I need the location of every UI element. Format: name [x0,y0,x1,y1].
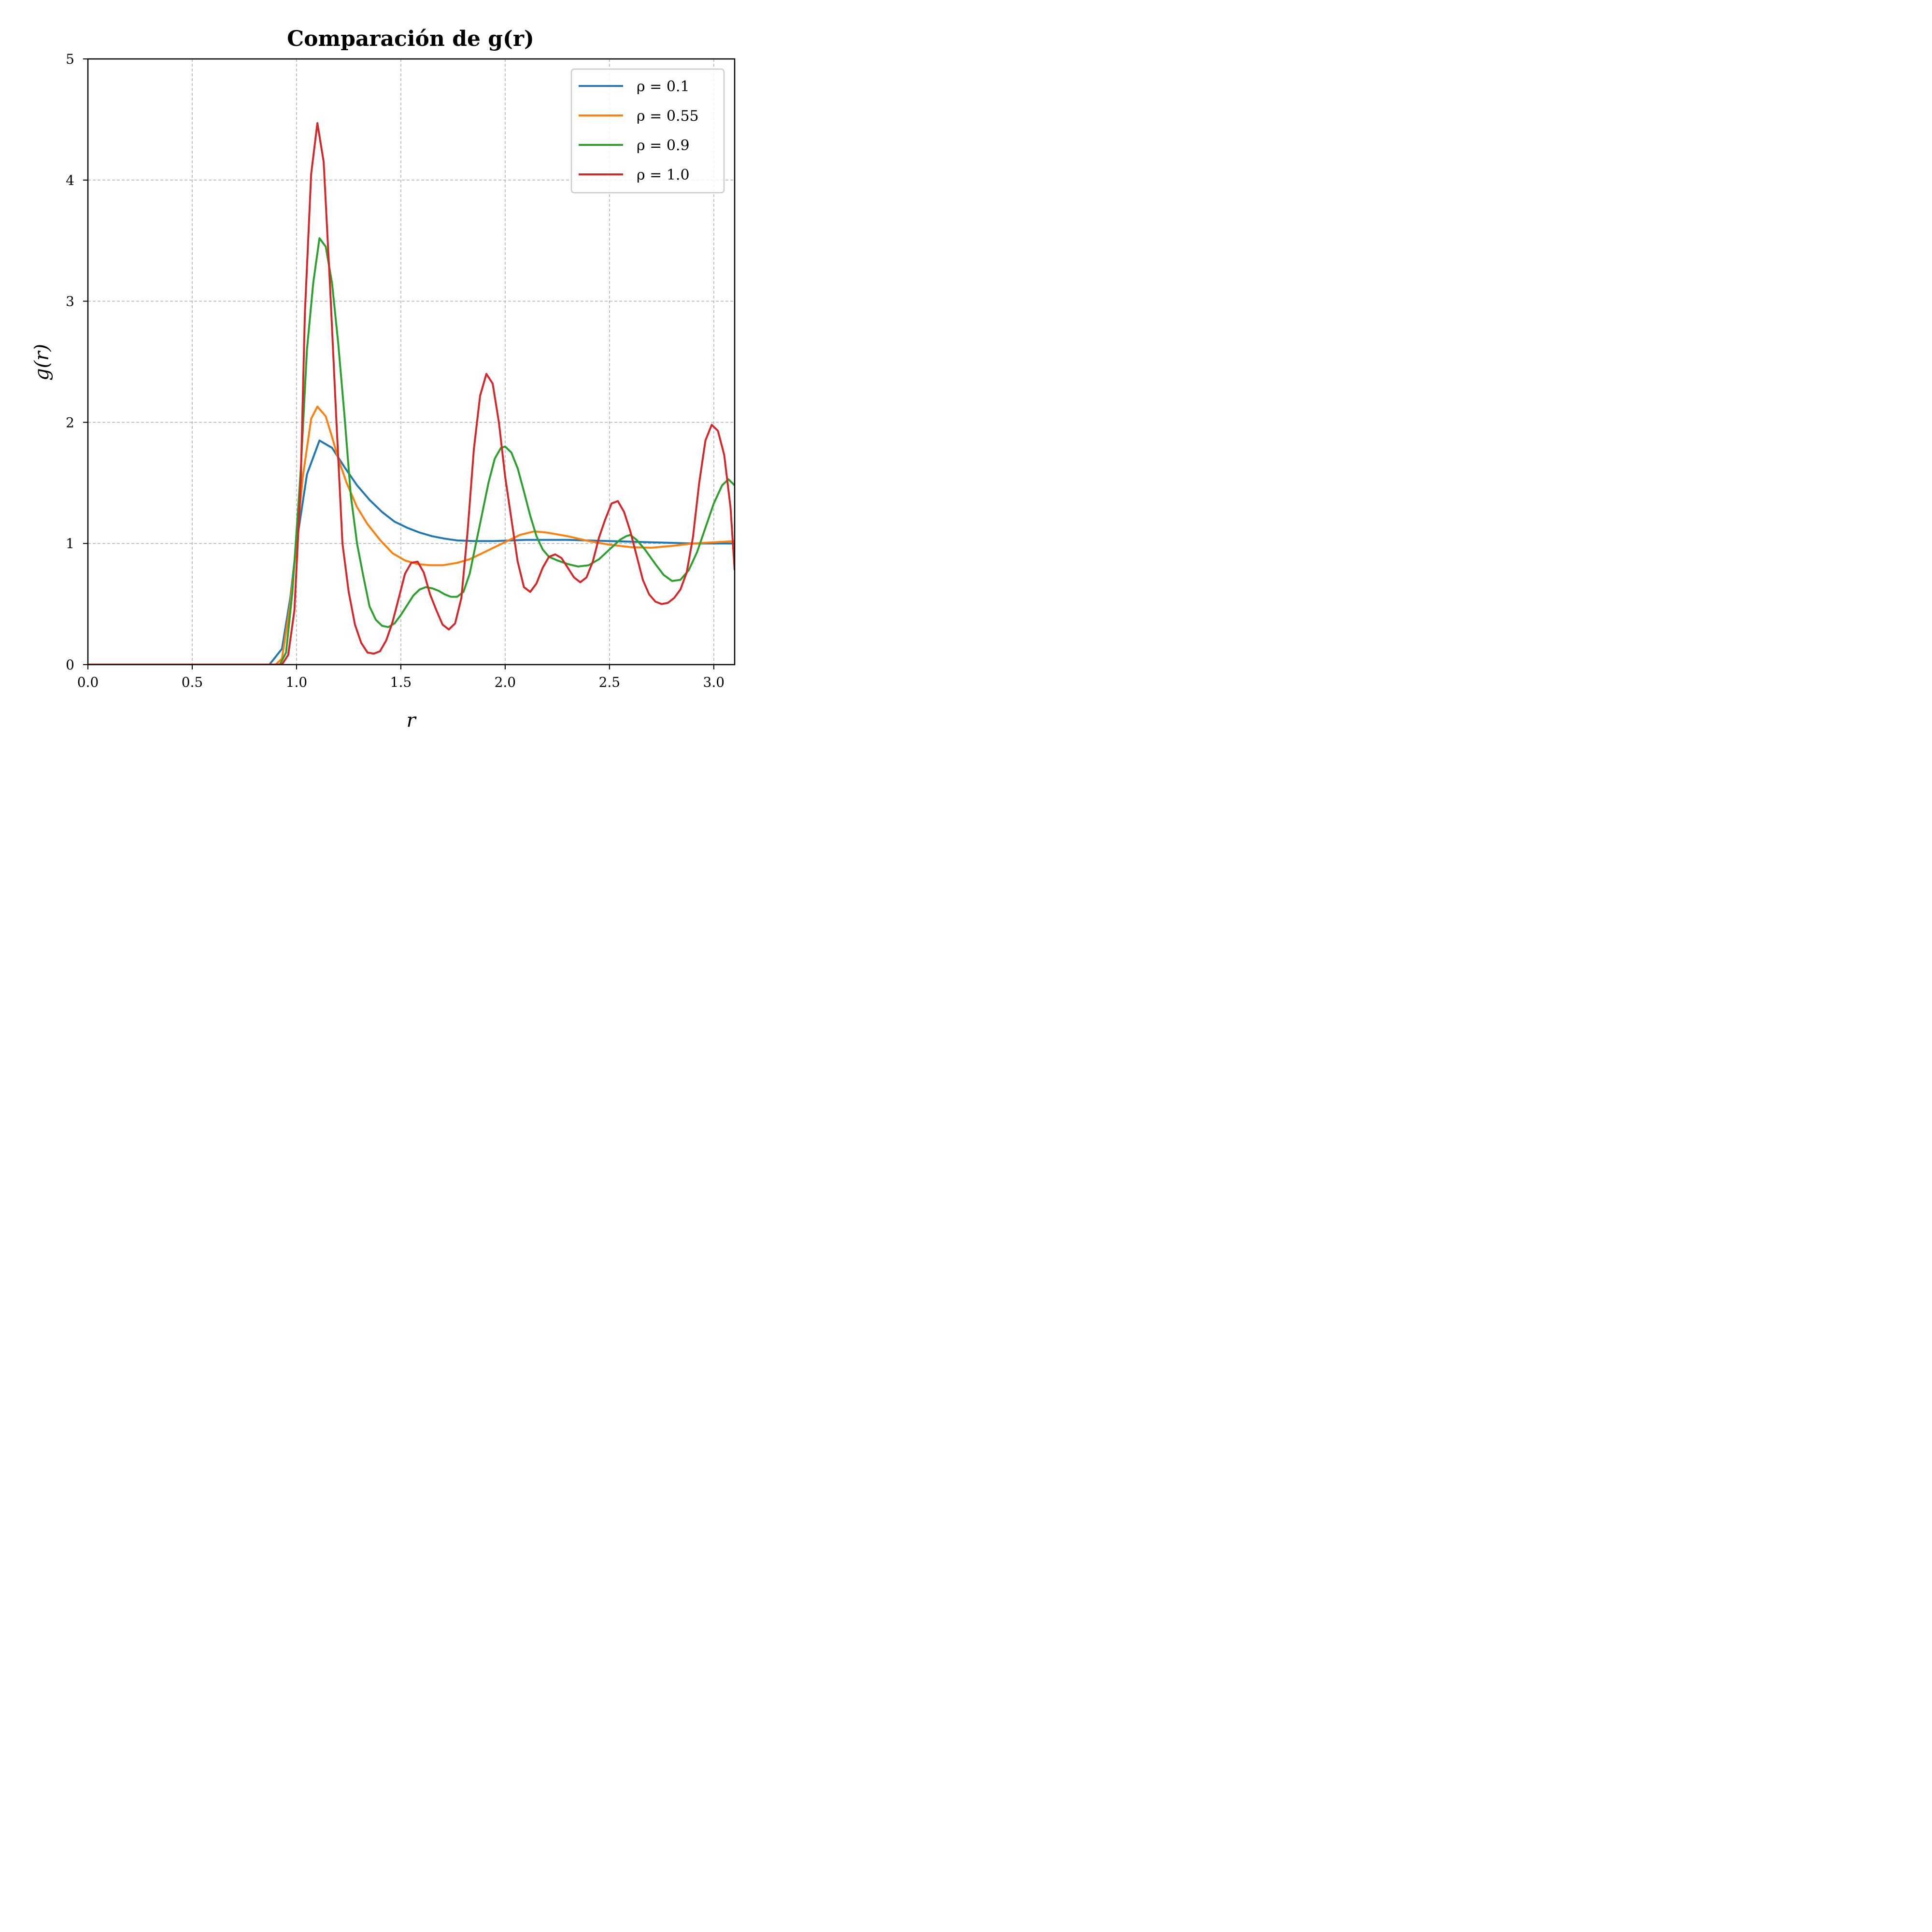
y-axis-label: g(r) [31,344,53,381]
series-line-2 [88,237,735,665]
x-tick-label-0: 0.0 [77,674,99,690]
legend-label-2: ρ = 0.9 [637,137,690,154]
legend: ρ = 0.1 ρ = 0.55 ρ = 0.9 ρ = 1.0 [570,68,725,194]
x-tick-label-4: 2.0 [495,674,516,690]
y-axis: 0 1 2 3 4 5 [66,51,88,673]
x-tick-label-3: 1.5 [390,674,412,690]
series-line-3 [88,122,735,665]
y-tick-label-4: 4 [66,172,74,188]
x-tick-label-5: 2.5 [599,674,621,690]
chart-svg: Comparación de g(r) 0.0 0.5 1.0 1.5 2.0 2.5 3.… [31,27,736,732]
legend-label-3: ρ = 1.0 [637,167,690,184]
legend-label-1: ρ = 0.55 [637,108,699,125]
x-tick-label-6: 3.0 [703,674,725,690]
series-lines [88,122,735,665]
y-tick-label-2: 2 [66,414,74,430]
y-tick-label-5: 5 [66,51,74,67]
plot-frame [87,58,736,666]
legend-label-0: ρ = 0.1 [637,78,690,95]
series-line-0 [88,440,735,665]
y-tick-label-1: 1 [66,536,74,552]
chart-title: Comparación de g(r) [287,27,534,51]
x-tick-label-2: 1.0 [286,674,308,690]
y-tick-label-3: 3 [66,294,74,310]
x-tick-label-1: 0.5 [182,674,203,690]
y-tick-label-0: 0 [66,657,74,673]
x-axis-label: r [406,710,417,732]
series-line-1 [88,405,735,665]
legend-box [570,68,725,194]
x-axis: 0.0 0.5 1.0 1.5 2.0 2.5 3.0 [77,665,724,690]
